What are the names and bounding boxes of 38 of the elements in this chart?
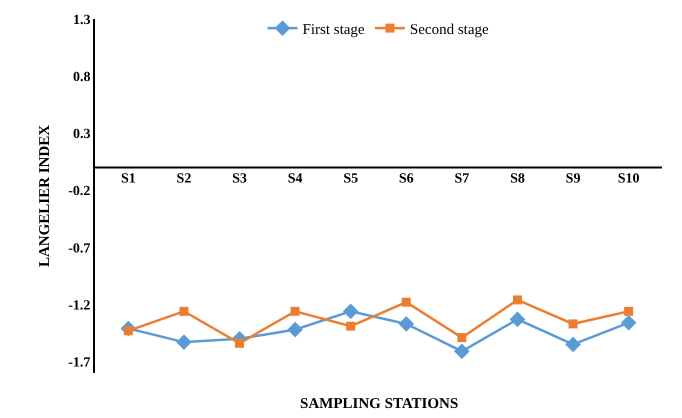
y-axis-title: LANGELIER INDEX (37, 124, 54, 268)
legend-label: First stage (302, 22, 365, 38)
point (342, 304, 359, 320)
point (512, 295, 522, 304)
legend-label: Second stage (410, 22, 489, 38)
point (620, 314, 636, 331)
x-tick-label: S2 (176, 171, 192, 186)
point (565, 336, 581, 352)
point (510, 312, 526, 328)
x-tick-label: S1 (120, 171, 136, 186)
x-tick-label: S4 (288, 171, 303, 186)
point (179, 306, 188, 316)
x-tick-label: S7 (454, 171, 470, 186)
x-tick-label: S9 (566, 171, 580, 186)
x-tick-label: S10 (618, 171, 640, 186)
point (235, 338, 244, 348)
point (454, 344, 470, 360)
y-tick-label: -1.7 (68, 355, 90, 370)
point (402, 298, 411, 307)
point (398, 316, 414, 332)
point (568, 319, 578, 328)
y-tick-label: 0.8 (72, 70, 90, 85)
x-tick-label: S3 (232, 171, 247, 186)
y-tick-label: -0.2 (68, 184, 90, 200)
x-tick-label: S5 (343, 171, 358, 186)
point (346, 322, 356, 331)
y-tick-label: 0.3 (72, 127, 90, 142)
x-tick-label: S6 (398, 171, 414, 186)
point (624, 306, 634, 316)
point (287, 322, 303, 338)
y-tick-label: -1.2 (68, 298, 90, 314)
y-tick-label: -0.7 (68, 241, 90, 256)
point (457, 333, 466, 342)
x-axis-title: SAMPLING STATIONS (300, 396, 458, 412)
y-tick-label: 1.3 (72, 12, 90, 28)
point (290, 306, 300, 316)
x-tick-label: S8 (510, 171, 525, 186)
point (176, 334, 192, 350)
